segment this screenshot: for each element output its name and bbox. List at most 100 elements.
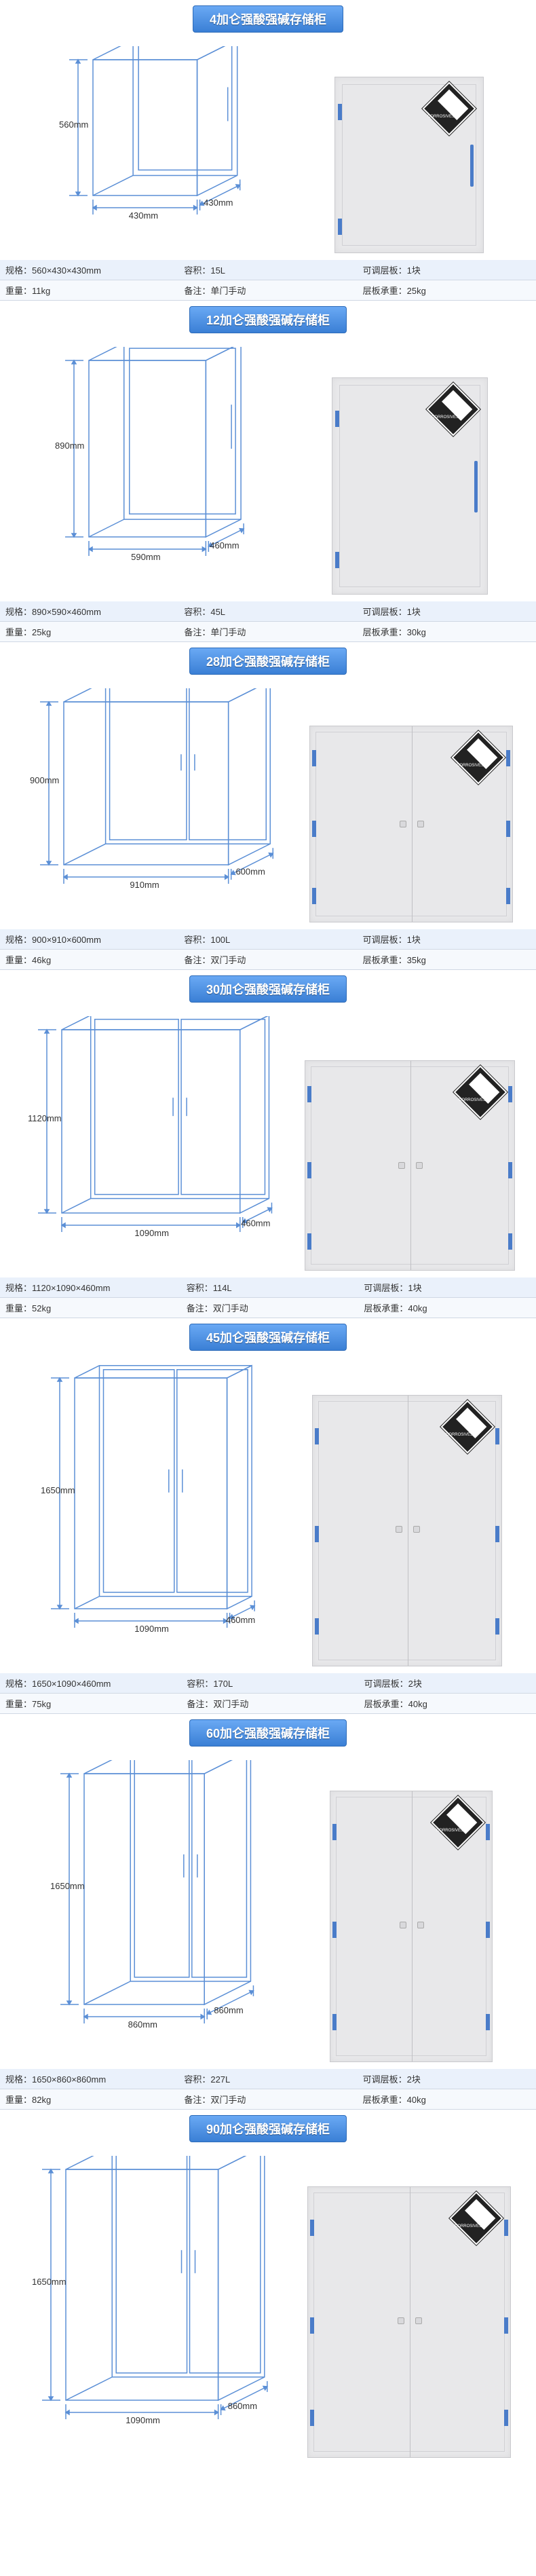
svg-text:1650mm: 1650mm [32,2277,66,2287]
section-title: 60加仑强酸强碱存储柜 [189,1719,347,1747]
wireframe-diagram: 1650mm 860mm 860mm [43,1760,271,2062]
section-title: 4加仑强酸强碱存储柜 [193,5,343,33]
spec-volume: 45L [210,607,225,617]
hazard-label: CORROSIVES [423,115,459,119]
spec-shelves: 2块 [407,2074,421,2085]
svg-text:890mm: 890mm [55,441,84,451]
spec-note: 双门手动 [210,955,246,965]
cabinet-photo: CORROSIVES [305,1060,515,1271]
product-section: 45加仑强酸强碱存储柜 1650mm 1090mm 460mm [0,1324,536,1714]
spec-dim: 1120×1090×460mm [32,1283,110,1293]
hazard-label: CORROSIVES [442,1433,477,1437]
spec-volume: 15L [210,265,225,276]
svg-text:910mm: 910mm [130,880,159,890]
spec-note: 双门手动 [213,1699,248,1709]
hazard-label: CORROSIVES [455,1098,490,1102]
hazard-label: CORROSIVES [432,1829,467,1833]
section-title-bar: 28加仑强酸强碱存储柜 [0,648,536,675]
spec-dim: 890×590×460mm [32,607,101,617]
cabinet-photo: CORROSIVES [307,2186,511,2458]
svg-text:860mm: 860mm [214,2005,243,2015]
svg-text:1650mm: 1650mm [41,1485,75,1495]
spec-dim: 1650×1090×460mm [32,1679,111,1689]
spec-table: 规格：1120×1090×460mm 容积：114L 可调层板：1块 重量：52… [0,1277,536,1318]
svg-text:430mm: 430mm [129,210,158,221]
section-title-bar: 30加仑强酸强碱存储柜 [0,975,536,1003]
svg-text:560mm: 560mm [59,119,88,130]
svg-text:1090mm: 1090mm [135,1228,170,1238]
section-title-bar: 60加仑强酸强碱存储柜 [0,1719,536,1747]
spec-capacity: 30kg [407,627,426,637]
wireframe-diagram: 560mm 430mm 430mm [52,46,258,253]
spec-capacity: 35kg [407,955,426,965]
product-section: 90加仑强酸强碱存储柜 1650mm 1090mm 860mm [0,2115,536,2461]
section-title: 45加仑强酸强碱存储柜 [189,1324,347,1351]
spec-note: 单门手动 [210,627,246,637]
wireframe-diagram: 1650mm 1090mm 460mm [34,1364,272,1666]
spec-shelves: 1块 [407,607,421,617]
spec-table: 规格：890×590×460mm 容积：45L 可调层板：1块 重量：25kg … [0,601,536,642]
spec-capacity: 40kg [407,2095,426,2105]
spec-shelves: 2块 [408,1679,422,1689]
section-title: 12加仑强酸强碱存储柜 [189,306,347,333]
hazard-label: CORROSIVES [451,2224,486,2228]
spec-weight: 11kg [32,286,50,296]
section-title-bar: 45加仑强酸强碱存储柜 [0,1324,536,1351]
svg-text:460mm: 460mm [210,540,240,550]
spec-weight: 82kg [32,2095,51,2105]
product-section: 12加仑强酸强碱存储柜 890mm 590mm 460mm [0,306,536,642]
spec-table: 规格：560×430×430mm 容积：15L 可调层板：1块 重量：11kg … [0,260,536,301]
cabinet-photo: CORROSIVES [332,377,488,595]
product-section: 4加仑强酸强碱存储柜 560mm 430mm 430mm [0,5,536,301]
svg-text:430mm: 430mm [204,198,233,208]
svg-text:460mm: 460mm [226,1615,255,1625]
svg-text:600mm: 600mm [235,867,265,877]
spec-capacity: 40kg [408,1303,427,1313]
spec-note: 双门手动 [210,2095,246,2105]
hazard-label: CORROSIVES [427,415,462,419]
cabinet-photo: CORROSIVES [330,1791,493,2062]
spec-table: 规格：1650×1090×460mm 容积：170L 可调层板：2块 重量：75… [0,1673,536,1714]
svg-text:860mm: 860mm [128,2019,157,2030]
product-section: 30加仑强酸强碱存储柜 1120mm 1090mm 460mm [0,975,536,1318]
spec-dim: 560×430×430mm [32,265,101,276]
section-title-bar: 4加仑强酸强碱存储柜 [0,5,536,33]
product-section: 60加仑强酸强碱存储柜 1650mm 860mm 860mm [0,1719,536,2110]
cabinet-photo: CORROSIVES [312,1395,502,1666]
svg-text:1120mm: 1120mm [28,1113,62,1123]
wireframe-diagram: 1650mm 1090mm 860mm [25,2156,285,2458]
section-title-bar: 12加仑强酸强碱存储柜 [0,306,536,333]
svg-text:460mm: 460mm [241,1218,270,1228]
spec-volume: 114L [213,1283,232,1293]
spec-shelves: 1块 [407,935,421,945]
spec-weight: 52kg [32,1303,51,1313]
svg-text:1090mm: 1090mm [126,2415,160,2425]
svg-text:900mm: 900mm [30,775,59,785]
spec-table: 规格：900×910×600mm 容积：100L 可调层板：1块 重量：46kg… [0,929,536,970]
product-section: 28加仑强酸强碱存储柜 900mm 910mm 600mm [0,648,536,970]
spec-capacity: 40kg [408,1699,427,1709]
wireframe-diagram: 1120mm 1090mm 460mm [21,1016,289,1271]
cabinet-photo: CORROSIVES [309,726,513,922]
spec-dim: 900×910×600mm [32,935,101,945]
spec-volume: 227L [210,2074,230,2085]
spec-note: 双门手动 [213,1303,248,1313]
spec-weight: 46kg [32,955,51,965]
spec-capacity: 25kg [407,286,426,296]
spec-weight: 25kg [32,627,51,637]
spec-note: 单门手动 [210,286,246,296]
section-title-bar: 90加仑强酸强碱存储柜 [0,2115,536,2142]
svg-text:1090mm: 1090mm [134,1624,169,1634]
svg-text:590mm: 590mm [132,552,161,562]
section-title: 30加仑强酸强碱存储柜 [189,975,347,1003]
svg-text:1650mm: 1650mm [50,1881,85,1891]
wireframe-diagram: 890mm 590mm 460mm [48,347,261,595]
section-title: 28加仑强酸强碱存储柜 [189,648,347,675]
spec-shelves: 1块 [407,265,421,276]
section-title: 90加仑强酸强碱存储柜 [189,2115,347,2142]
cabinet-photo: CORROSIVES [334,77,484,253]
wireframe-diagram: 900mm 910mm 600mm [23,688,290,922]
spec-weight: 75kg [32,1699,51,1709]
svg-text:860mm: 860mm [228,2401,257,2411]
spec-dim: 1650×860×860mm [32,2074,106,2085]
